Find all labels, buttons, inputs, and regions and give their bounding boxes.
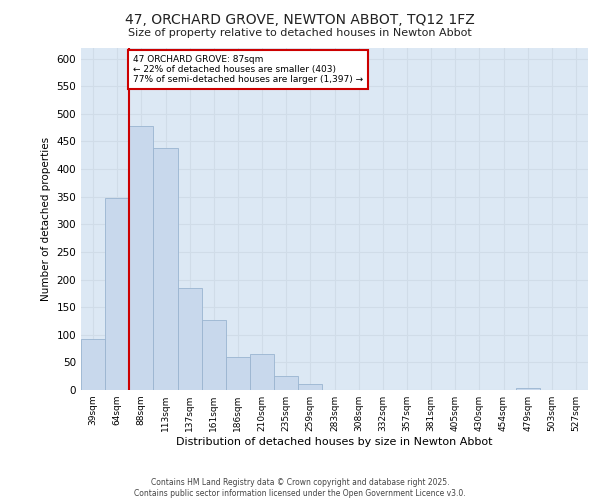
Bar: [274, 376, 298, 390]
Text: Contains HM Land Registry data © Crown copyright and database right 2025.
Contai: Contains HM Land Registry data © Crown c…: [134, 478, 466, 498]
Text: 47 ORCHARD GROVE: 87sqm
← 22% of detached houses are smaller (403)
77% of semi-d: 47 ORCHARD GROVE: 87sqm ← 22% of detache…: [133, 54, 363, 84]
Bar: [202, 320, 226, 390]
Text: 47, ORCHARD GROVE, NEWTON ABBOT, TQ12 1FZ: 47, ORCHARD GROVE, NEWTON ABBOT, TQ12 1F…: [125, 12, 475, 26]
Bar: [250, 354, 274, 390]
Bar: [178, 288, 202, 390]
Bar: [154, 148, 178, 390]
Bar: [105, 198, 129, 390]
Bar: [81, 338, 105, 390]
Bar: [298, 384, 322, 390]
Y-axis label: Number of detached properties: Number of detached properties: [41, 136, 51, 301]
Bar: [129, 126, 154, 390]
Bar: [226, 358, 250, 390]
X-axis label: Distribution of detached houses by size in Newton Abbot: Distribution of detached houses by size …: [176, 437, 493, 447]
Bar: [515, 388, 540, 390]
Text: Size of property relative to detached houses in Newton Abbot: Size of property relative to detached ho…: [128, 28, 472, 38]
